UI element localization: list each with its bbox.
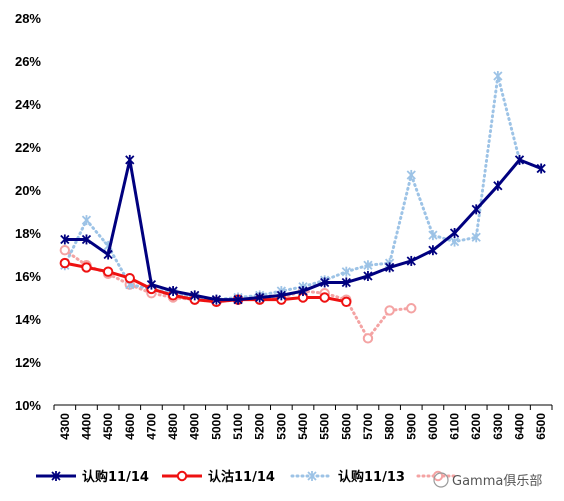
legend-item: 认沽11/14 bbox=[162, 469, 275, 485]
legend: 认购11/14 认沽11/14 认购11/13 bbox=[36, 469, 460, 485]
x-axis: 4300 4400 4500 4600 4700 4800 4900 5000 5100 5200… bbox=[53, 404, 553, 440]
x-tick-label: 5300 bbox=[274, 413, 288, 440]
y-tick-label: 12% bbox=[15, 355, 41, 370]
y-tick-label: 24% bbox=[15, 97, 41, 112]
watermark-text: Gamma俱乐部 bbox=[452, 474, 542, 489]
y-tick-label: 20% bbox=[15, 183, 41, 198]
legend-label: 认沽11/14 bbox=[208, 469, 275, 485]
series-line bbox=[64, 158, 542, 302]
data-point bbox=[190, 290, 200, 301]
y-tick-label: 18% bbox=[15, 226, 41, 241]
data-point bbox=[168, 286, 178, 297]
x-tick-label: 6100 bbox=[448, 413, 462, 440]
x-tick-label: 5500 bbox=[318, 413, 332, 440]
x-tick-label: 5200 bbox=[253, 413, 267, 440]
data-point bbox=[428, 245, 438, 256]
x-tick-label: 4700 bbox=[144, 413, 158, 440]
x-tick-label: 5900 bbox=[404, 413, 418, 440]
legend-label: 认购11/14 bbox=[82, 469, 149, 485]
data-point bbox=[81, 262, 92, 273]
data-point bbox=[60, 234, 70, 245]
data-point bbox=[363, 271, 373, 281]
data-point bbox=[406, 255, 416, 266]
data-point bbox=[298, 286, 308, 297]
data-point bbox=[471, 232, 481, 243]
x-tick-label: 4600 bbox=[123, 413, 137, 440]
series-layer bbox=[59, 71, 546, 344]
x-tick-label: 6300 bbox=[491, 413, 505, 440]
series-line bbox=[63, 74, 543, 302]
x-tick-label: 4800 bbox=[166, 413, 180, 440]
x-tick-label: 6400 bbox=[513, 413, 527, 440]
data-point bbox=[59, 245, 71, 256]
y-tick-label: 16% bbox=[15, 269, 41, 284]
watermark: Gamma俱乐部 bbox=[433, 472, 542, 489]
legend-label: 认购11/13 bbox=[338, 469, 405, 485]
data-point bbox=[406, 303, 417, 314]
data-point bbox=[341, 266, 351, 277]
legend-item: 认购11/13 bbox=[290, 469, 405, 485]
data-point bbox=[81, 215, 92, 226]
data-point bbox=[125, 154, 135, 165]
y-tick-label: 28% bbox=[15, 11, 41, 26]
data-point bbox=[124, 272, 135, 284]
y-tick-label: 10% bbox=[15, 398, 41, 413]
data-point bbox=[514, 154, 525, 165]
x-tick-label: 4300 bbox=[58, 413, 72, 440]
data-point bbox=[320, 277, 330, 288]
legend-item bbox=[416, 470, 460, 482]
x-tick-label: 5400 bbox=[296, 413, 310, 440]
data-point bbox=[276, 290, 286, 301]
data-point bbox=[471, 204, 481, 215]
series-0 bbox=[60, 154, 546, 305]
data-point bbox=[341, 277, 351, 288]
data-point bbox=[384, 305, 395, 316]
x-tick-label: 6000 bbox=[426, 413, 440, 440]
x-tick-label: 6200 bbox=[469, 413, 483, 440]
y-tick-label: 26% bbox=[15, 54, 41, 69]
data-point bbox=[536, 163, 546, 174]
x-tick-label: 5000 bbox=[209, 413, 223, 440]
data-point bbox=[363, 260, 373, 271]
data-point bbox=[146, 279, 157, 290]
data-point bbox=[233, 294, 243, 305]
x-tick-label: 4900 bbox=[188, 413, 202, 440]
x-tick-label: 5100 bbox=[231, 413, 245, 440]
data-point bbox=[428, 230, 438, 241]
data-point bbox=[319, 292, 330, 303]
x-tick-label: 5700 bbox=[361, 413, 375, 440]
legend-item: 认购11/14 bbox=[36, 469, 149, 485]
data-point bbox=[81, 234, 92, 245]
data-point bbox=[103, 249, 113, 260]
x-tick-label: 6500 bbox=[534, 413, 548, 440]
data-point bbox=[493, 180, 503, 191]
y-tick-label: 22% bbox=[15, 140, 41, 155]
data-point bbox=[211, 294, 222, 305]
data-point bbox=[449, 236, 460, 247]
data-point bbox=[341, 296, 352, 307]
data-point bbox=[59, 257, 71, 269]
data-point bbox=[493, 71, 503, 82]
x-tick-label: 4400 bbox=[79, 413, 93, 440]
x-tick-label: 5800 bbox=[383, 413, 397, 440]
data-point bbox=[255, 292, 265, 303]
data-point bbox=[102, 266, 114, 277]
x-tick-label: 5600 bbox=[339, 413, 353, 440]
data-point bbox=[406, 169, 416, 180]
watermark-icon bbox=[433, 472, 449, 488]
y-axis: 10% 12% 14% 16% 18% 20% 22% 24% 26% 28% bbox=[15, 11, 41, 413]
y-tick-label: 14% bbox=[15, 312, 41, 327]
data-point bbox=[362, 333, 374, 344]
data-point bbox=[449, 228, 460, 238]
x-tick-label: 4500 bbox=[101, 413, 115, 440]
data-point bbox=[384, 262, 395, 273]
